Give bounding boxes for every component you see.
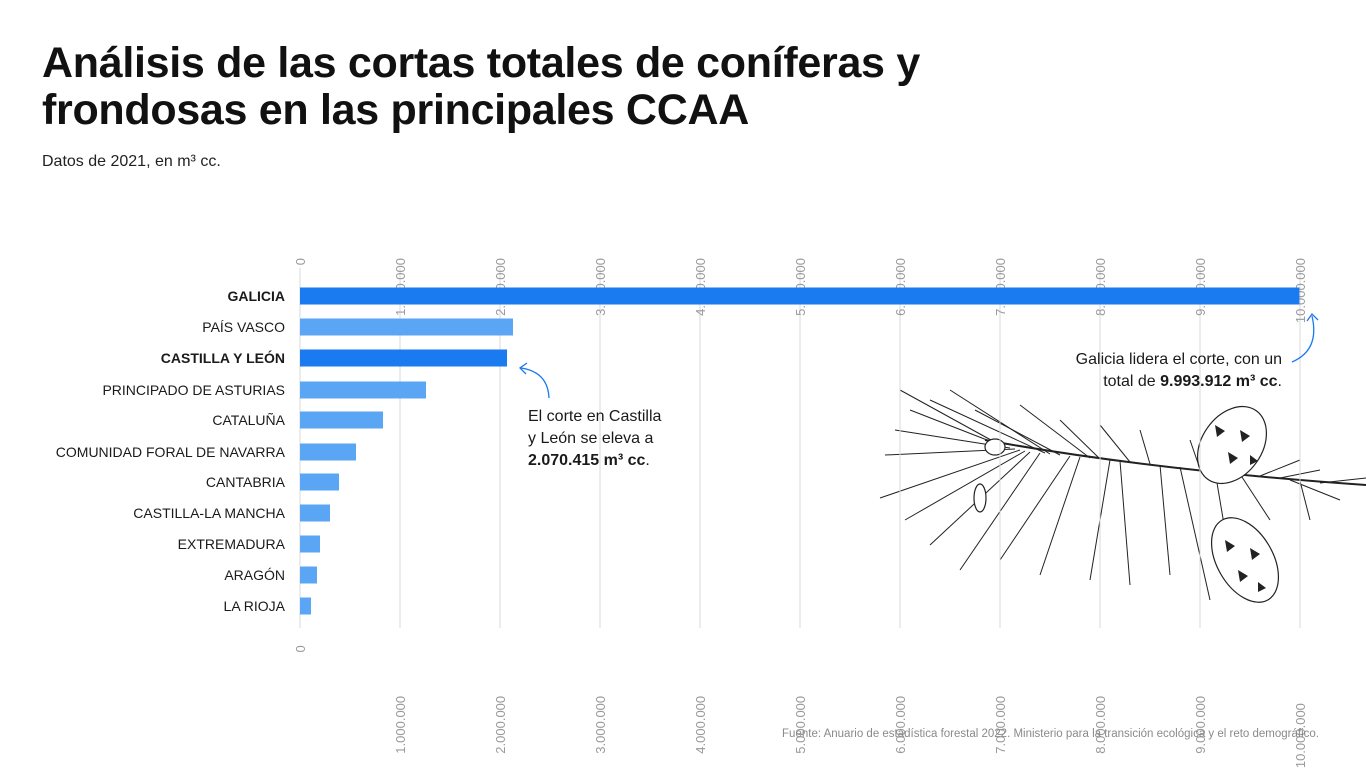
bar-comunidad-foral-de-navarra xyxy=(300,443,356,461)
bar-cantabria xyxy=(300,473,339,491)
tick-label-bottom: 8.000.000 xyxy=(1093,696,1108,754)
category-label: ARAGÓN xyxy=(224,567,285,583)
source-note: Fuente: Anuario de estadística forestal … xyxy=(782,728,1319,740)
chart-title: Análisis de las cortas totales de conífe… xyxy=(42,39,920,134)
tick-label-bottom: 7.000.000 xyxy=(993,696,1008,754)
annotation-galicia-value: 9.993.912 m³ cc xyxy=(1160,373,1278,390)
tick-label-bottom: 4.000.000 xyxy=(693,696,708,754)
annotation-castilla-value: 2.070.415 m³ cc xyxy=(528,452,646,469)
category-label: CASTILLA-LA MANCHA xyxy=(133,505,285,521)
bar-castilla-la-mancha xyxy=(300,504,330,522)
bar-arag-n xyxy=(300,566,317,584)
annotation-galicia: Galicia lidera el corte, con un total de… xyxy=(1000,349,1282,393)
bar-castilla-y-le-n xyxy=(300,349,508,367)
tick-label-bottom: 5.000.000 xyxy=(793,696,808,754)
category-label: GALICIA xyxy=(227,288,285,304)
tick-label-bottom: 0 xyxy=(293,645,308,652)
category-label: PRINCIPADO DE ASTURIAS xyxy=(102,382,285,398)
arrow-castilla-head-icon xyxy=(518,362,528,375)
chart-subtitle: Datos de 2021, en m³ cc. xyxy=(42,153,221,170)
bar-extremadura xyxy=(300,535,320,553)
category-label: PAÍS VASCO xyxy=(202,319,285,335)
bar-pa-s-vasco xyxy=(300,318,513,336)
category-label: CANTABRIA xyxy=(206,474,286,490)
annotation-castilla: El corte en Castilla y León se eleva a 2… xyxy=(528,406,728,472)
bar-galicia xyxy=(300,287,1300,305)
category-label: LA RIOJA xyxy=(224,598,286,614)
arrow-castilla-icon xyxy=(520,367,550,399)
bar-la-rioja xyxy=(300,597,311,615)
tick-label-top: 0 xyxy=(293,258,308,265)
tick-label-bottom: 6.000.000 xyxy=(893,696,908,754)
arrow-galicia-head-icon xyxy=(1306,312,1319,322)
arrow-galicia-icon xyxy=(1291,315,1315,363)
annotation-castilla-line2: y León se eleva a xyxy=(528,430,654,447)
tick-label-bottom: 2.000.000 xyxy=(493,696,508,754)
bar-principado-de-asturias xyxy=(300,381,426,399)
annotation-galicia-line2: total de xyxy=(1103,373,1161,390)
category-label: EXTREMADURA xyxy=(178,536,286,552)
annotation-castilla-line1: El corte en Castilla xyxy=(528,408,662,425)
category-label: COMUNIDAD FORAL DE NAVARRA xyxy=(56,444,286,460)
tick-label-bottom: 10.000.000 xyxy=(1293,703,1308,768)
bar-catalu-a xyxy=(300,411,383,429)
category-label: CATALUÑA xyxy=(212,412,285,428)
annotation-galicia-line1: Galicia lidera el corte, con un xyxy=(1075,351,1282,368)
annotation-castilla-end: . xyxy=(645,452,650,469)
tick-label-bottom: 1.000.000 xyxy=(393,696,408,754)
tick-label-top: 10.000.000 xyxy=(1293,258,1308,323)
tick-label-bottom: 3.000.000 xyxy=(593,696,608,754)
annotation-galicia-end: . xyxy=(1277,373,1282,390)
tick-label-bottom: 9.000.000 xyxy=(1193,696,1208,754)
category-label: CASTILLA Y LEÓN xyxy=(161,349,285,366)
